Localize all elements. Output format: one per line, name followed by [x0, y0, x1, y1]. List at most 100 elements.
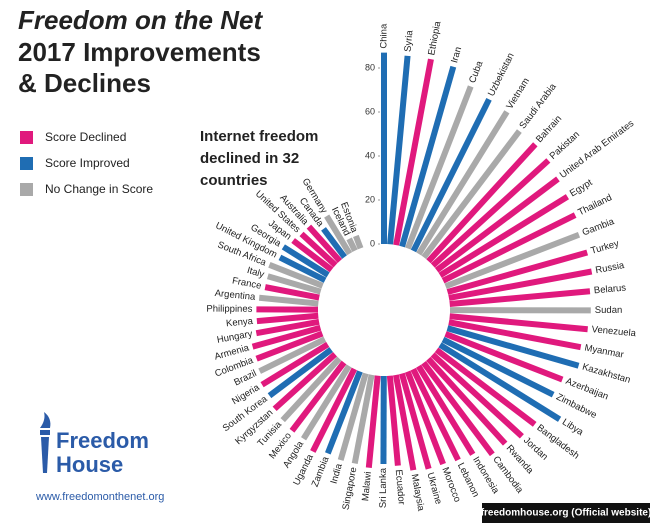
- bar: [438, 342, 562, 422]
- bar: [438, 194, 570, 278]
- bar: [255, 318, 320, 337]
- bar: [267, 347, 333, 399]
- bar: [410, 97, 492, 253]
- legend-swatch: [20, 183, 33, 196]
- bar: [306, 224, 343, 263]
- category-label: Belarus: [593, 282, 626, 296]
- bar: [393, 58, 434, 246]
- bar: [434, 347, 537, 427]
- bar: [324, 214, 353, 256]
- bar: [386, 375, 401, 466]
- bar: [399, 65, 457, 248]
- bar: [416, 364, 476, 456]
- bar: [405, 85, 474, 250]
- bar: [264, 284, 320, 301]
- y-tick-label: 40: [365, 150, 375, 160]
- category-label: China: [379, 23, 390, 49]
- annotation: countries: [200, 172, 268, 189]
- category-label: Iran: [449, 46, 464, 65]
- logo-torch: [41, 437, 49, 473]
- category-label: Venezuela: [591, 324, 637, 339]
- bar: [398, 372, 432, 470]
- chart-title: Freedom on the Net: [18, 5, 263, 35]
- category-label: Syria: [402, 29, 415, 52]
- source-badge: [482, 503, 650, 523]
- bar: [404, 370, 446, 466]
- bar: [258, 336, 327, 374]
- chart-title: 2017 Improvements: [18, 37, 261, 67]
- category-label: Kenya: [226, 316, 255, 329]
- bar: [446, 325, 580, 369]
- bar: [281, 244, 330, 278]
- bar: [260, 341, 330, 388]
- category-label: Sri Lanka: [378, 467, 389, 508]
- logo-text: House: [56, 452, 123, 477]
- bar: [251, 324, 322, 350]
- bar: [258, 294, 319, 307]
- bar: [351, 374, 375, 464]
- bar: [449, 313, 588, 333]
- bar: [434, 176, 560, 273]
- category-label: Argentina: [214, 288, 256, 303]
- bar: [365, 375, 381, 468]
- bar: [441, 212, 577, 284]
- chart-title: & Declines: [18, 68, 151, 98]
- bar: [430, 352, 524, 439]
- bar: [444, 331, 564, 383]
- bar: [272, 352, 338, 412]
- bar: [444, 231, 581, 290]
- category-label: Sudan: [595, 305, 623, 316]
- legend-label: Score Declined: [45, 130, 126, 144]
- bar: [310, 367, 358, 453]
- bar: [337, 372, 369, 461]
- legend-swatch: [20, 157, 33, 170]
- source: freedomhouse.org (Official website): [481, 508, 650, 519]
- bar: [289, 360, 347, 433]
- category-label: Philippines: [206, 304, 252, 315]
- bar: [448, 268, 593, 301]
- bar: [430, 158, 551, 268]
- category-label: Ecuador: [393, 469, 407, 505]
- logo: Freedom House: [40, 412, 149, 477]
- bar: [421, 129, 522, 260]
- bar: [278, 254, 327, 283]
- category-label: Italy: [246, 265, 266, 280]
- category-label: Malawi: [360, 471, 374, 501]
- logo-torch: [40, 430, 50, 435]
- logo-text: Freedom: [56, 428, 149, 453]
- bar: [392, 374, 417, 471]
- website: www.freedomonthenet.org: [35, 491, 164, 503]
- category-label: France: [231, 275, 262, 291]
- bar: [441, 336, 555, 398]
- bar: [353, 234, 364, 250]
- bar: [446, 249, 589, 295]
- bar: [299, 231, 338, 268]
- bar: [301, 364, 352, 441]
- y-tick-label: 0: [370, 238, 375, 248]
- bar: [255, 330, 324, 362]
- bar: [266, 273, 322, 295]
- annotation: Internet freedom: [200, 128, 318, 145]
- bar: [280, 356, 342, 423]
- bar: [325, 370, 363, 455]
- category-label: Russia: [595, 260, 626, 276]
- bar: [256, 312, 319, 325]
- y-tick-label: 60: [365, 106, 375, 116]
- legend-swatch: [20, 131, 33, 144]
- bar: [346, 237, 358, 253]
- bar: [421, 360, 495, 457]
- y-tick-label: 80: [365, 62, 375, 72]
- legend-label: No Change in Score: [45, 182, 153, 196]
- logo-flame: [40, 412, 51, 428]
- bar: [416, 110, 510, 256]
- bar: [268, 262, 324, 289]
- y-tick-label: 20: [365, 194, 375, 204]
- bar: [449, 288, 591, 308]
- bar: [387, 55, 411, 245]
- bar: [448, 319, 582, 351]
- bar: [291, 238, 334, 273]
- bar: [426, 356, 508, 446]
- legend-label: Score Improved: [45, 156, 130, 170]
- inner-circle: [318, 244, 450, 376]
